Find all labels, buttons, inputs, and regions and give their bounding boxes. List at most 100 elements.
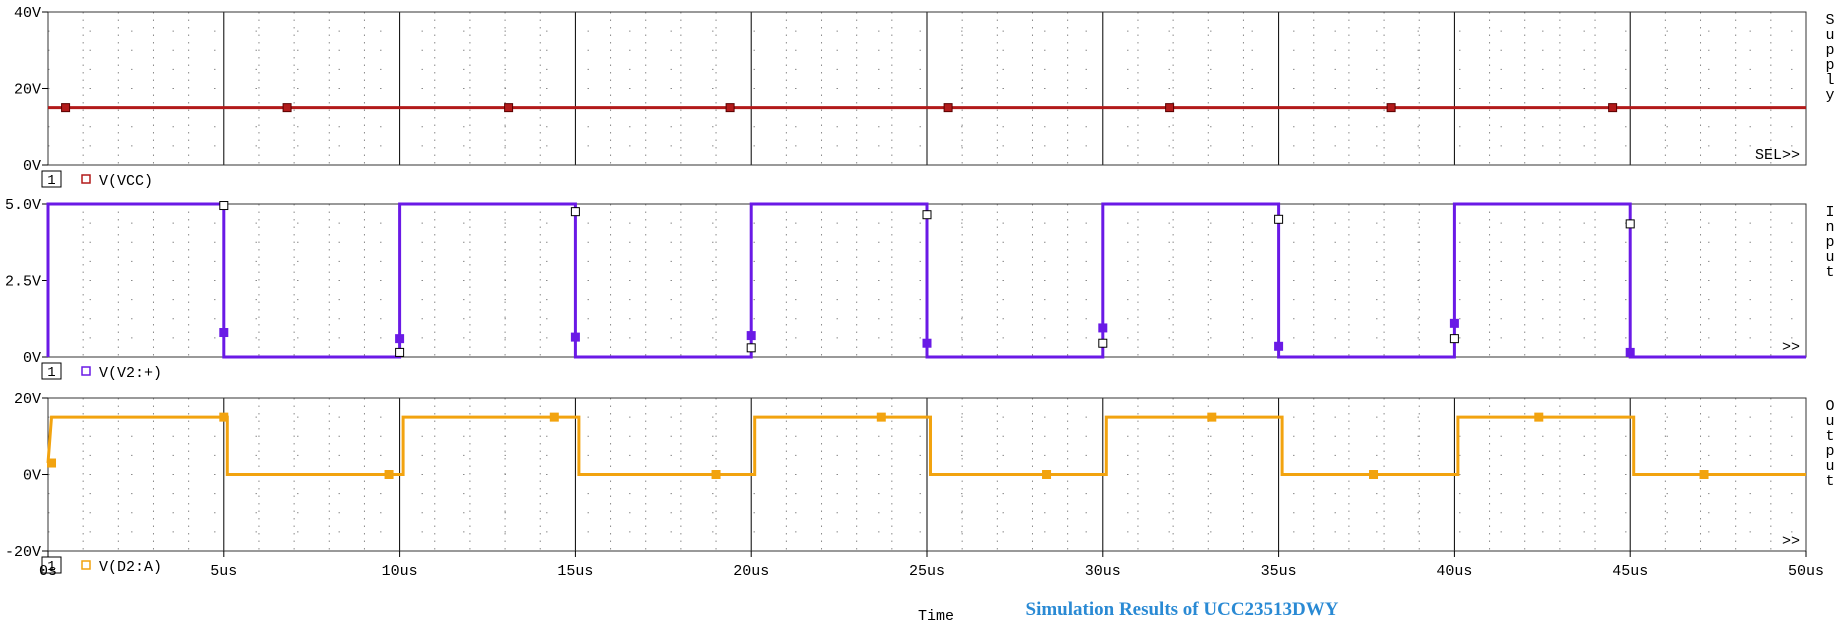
series-marker — [1042, 470, 1052, 479]
panel-label-letter: l — [1825, 72, 1834, 89]
y-tick-label: 0V — [23, 468, 41, 485]
y-tick-label: 5.0V — [5, 197, 41, 214]
series-marker — [876, 412, 886, 422]
legend-row[interactable]: 1 V(VCC) — [41, 170, 153, 190]
y-tick-label: 0V — [23, 350, 41, 367]
panel-label-letter: t — [1825, 264, 1834, 281]
series-marker — [47, 458, 57, 468]
legend-series-name: V(D2:A) — [99, 559, 162, 576]
legend-series-name: V(VCC) — [99, 173, 153, 190]
legend-marker — [81, 560, 91, 570]
panel-label-letter: p — [1825, 443, 1834, 460]
legend-row[interactable]: 1 V(V2:+) — [41, 362, 162, 382]
panel-label-letter: I — [1825, 204, 1834, 221]
legend-marker — [81, 174, 91, 184]
panel-label-letter: u — [1825, 249, 1834, 266]
series-open-marker — [1098, 338, 1108, 348]
legend-series-name: V(V2:+) — [99, 365, 162, 382]
series-marker — [384, 470, 394, 479]
panel-label-letter: O — [1825, 398, 1834, 415]
legend-index-box — [41, 556, 62, 574]
series-marker — [711, 470, 721, 479]
series-marker — [282, 103, 292, 113]
series-marker — [1534, 412, 1544, 422]
x-tick-label: 35us — [1261, 563, 1297, 580]
legend-index: 1 — [47, 559, 55, 575]
series-marker — [504, 103, 514, 113]
series-open-marker — [219, 201, 229, 211]
series-open-marker — [395, 347, 405, 357]
series-open-marker — [1449, 334, 1459, 344]
legend-index-box — [41, 362, 62, 380]
series-marker — [219, 412, 229, 422]
series-marker — [943, 103, 953, 113]
legend-marker — [81, 366, 91, 376]
y-tick-label: 40V — [14, 5, 41, 22]
x-tick-label: 10us — [382, 563, 418, 580]
legend-index: 1 — [47, 173, 55, 189]
legend-row[interactable]: 1 V(D2:A) — [41, 556, 162, 576]
series-marker — [395, 334, 405, 344]
panel-more-indicator[interactable]: >> — [1782, 533, 1800, 550]
panel-more-indicator[interactable]: SEL>> — [1755, 147, 1800, 164]
x-tick-label: 45us — [1612, 563, 1648, 580]
x-tick-label: 0s — [39, 563, 57, 580]
series-open-marker — [570, 207, 580, 217]
series-marker — [1207, 412, 1217, 422]
series-marker — [1369, 470, 1379, 479]
series-line — [46, 415, 1806, 476]
series-marker — [1386, 103, 1396, 113]
panel-label-letter: n — [1825, 219, 1834, 236]
x-tick-label: 15us — [557, 563, 593, 580]
y-tick-label: 20V — [14, 82, 41, 99]
series-marker — [570, 332, 580, 342]
series-marker — [61, 103, 71, 113]
series-open-marker — [1274, 214, 1284, 224]
chart-caption: Simulation Results of UCC23513DWY — [1026, 599, 1339, 620]
x-tick-label: 30us — [1085, 563, 1121, 580]
series-open-marker — [1625, 219, 1635, 229]
series-marker — [922, 338, 932, 348]
panel-label-letter: p — [1825, 57, 1834, 74]
x-axis-label: Time — [918, 608, 954, 625]
y-tick-label: 2.5V — [5, 274, 41, 291]
panel-label-letter: p — [1825, 234, 1834, 251]
series-open-marker — [746, 343, 756, 353]
panel-more-indicator[interactable]: >> — [1782, 339, 1800, 356]
x-tick-label: 5us — [210, 563, 237, 580]
panel-label-letter: t — [1825, 428, 1834, 445]
series-marker — [219, 328, 229, 338]
series-marker — [1608, 103, 1618, 113]
x-tick-label: 20us — [733, 563, 769, 580]
panel-label-letter: S — [1825, 12, 1834, 29]
panel-label-letter: y — [1825, 87, 1834, 104]
y-tick-label: -20V — [5, 544, 41, 561]
series-marker — [549, 412, 559, 422]
panel-label-letter: u — [1825, 27, 1834, 44]
x-tick-label: 50us — [1788, 563, 1824, 580]
series-marker — [1699, 470, 1709, 479]
series-marker — [1449, 318, 1459, 328]
y-tick-label: 20V — [14, 391, 41, 408]
y-tick-label: 0V — [23, 158, 41, 175]
series-open-marker — [922, 210, 932, 220]
legend-index: 1 — [47, 365, 55, 381]
series-marker — [1165, 103, 1175, 113]
series-line — [46, 202, 1806, 359]
series-marker — [1098, 323, 1108, 333]
panel-label-letter: t — [1825, 473, 1834, 490]
x-tick-label: 25us — [909, 563, 945, 580]
series-marker — [1625, 347, 1635, 357]
x-tick-label: 40us — [1436, 563, 1472, 580]
panel-label-letter: u — [1825, 413, 1834, 430]
legend-index-box — [41, 170, 62, 188]
panel-label-letter: u — [1825, 458, 1834, 475]
series-marker — [725, 103, 735, 113]
panel-label-letter: p — [1825, 42, 1834, 59]
series-marker — [746, 331, 756, 341]
series-marker — [1274, 341, 1284, 351]
